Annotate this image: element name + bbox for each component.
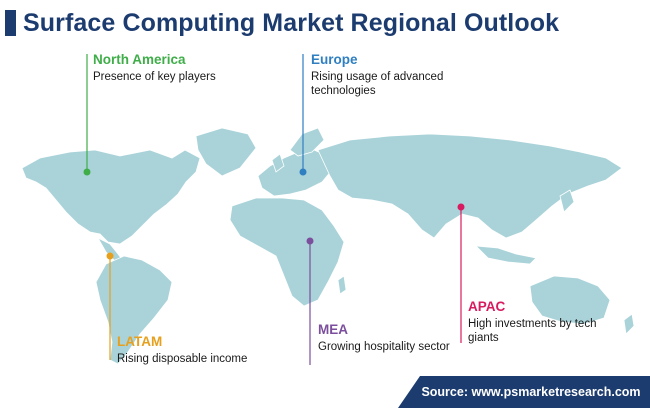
region-apac: APAC High investments by tech giants <box>468 299 618 345</box>
region-name-latam: LATAM <box>117 334 163 349</box>
region-desc-europe: Rising usage of advanced technologies <box>311 71 444 97</box>
asia-landmass <box>317 133 623 239</box>
apac-marker <box>457 203 465 211</box>
region-desc-mea: Growing hospitality sector <box>318 341 450 353</box>
source-text: Source: www.psmarketresearch.com <box>421 385 641 399</box>
scandinavia-landmass <box>289 127 325 157</box>
australia-landmass <box>529 275 611 325</box>
south-america-landmass <box>95 255 173 365</box>
region-north-america: North America Presence of key players <box>93 52 216 84</box>
region-mea: MEA Growing hospitality sector <box>318 322 468 354</box>
title-block: Surface Computing Market Regional Outloo… <box>5 7 559 39</box>
region-latam: LATAM Rising disposable income <box>117 334 247 366</box>
region-name-europe: Europe <box>311 52 358 67</box>
source-banner: Source: www.psmarketresearch.com <box>398 376 650 408</box>
greenland-landmass <box>195 127 257 177</box>
uk-landmass <box>271 153 285 173</box>
title-accent-bar <box>5 10 16 36</box>
page-title: Surface Computing Market Regional Outloo… <box>23 8 560 37</box>
region-europe: Europe Rising usage of advanced technolo… <box>311 52 501 98</box>
africa-landmass <box>229 197 345 307</box>
region-desc-latam: Rising disposable income <box>117 353 248 365</box>
europe-marker <box>299 168 307 176</box>
north-america-marker <box>83 168 91 176</box>
new-zealand-landmass <box>623 313 635 335</box>
mea-marker <box>306 237 314 245</box>
indonesia-landmass <box>474 245 537 265</box>
region-name-apac: APAC <box>468 299 506 314</box>
japan-landmass <box>559 189 575 213</box>
latam-marker <box>106 252 114 260</box>
madagascar-landmass <box>337 275 347 295</box>
region-desc-apac: High investments by tech giants <box>468 318 597 344</box>
region-name-mea: MEA <box>318 322 348 337</box>
region-desc-north-america: Presence of key players <box>93 71 216 83</box>
north-america-landmass <box>21 149 201 245</box>
region-name-north-america: North America <box>93 52 186 67</box>
